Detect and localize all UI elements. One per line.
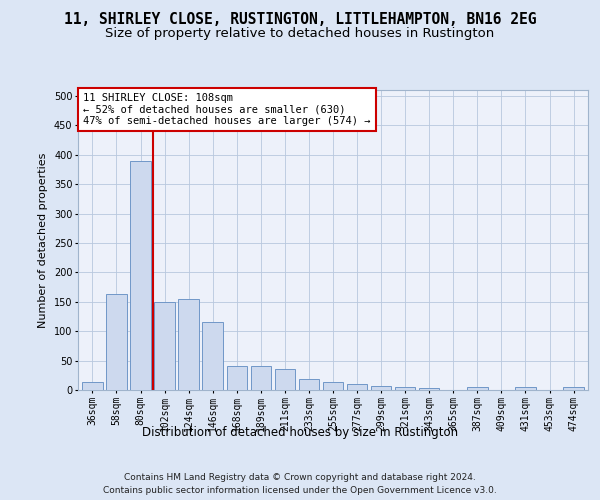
- Bar: [515, 387, 536, 390]
- Text: Size of property relative to detached houses in Rustington: Size of property relative to detached ho…: [106, 28, 494, 40]
- Bar: [106, 294, 127, 390]
- Bar: [563, 387, 584, 390]
- Text: 11 SHIRLEY CLOSE: 108sqm
← 52% of detached houses are smaller (630)
47% of semi-: 11 SHIRLEY CLOSE: 108sqm ← 52% of detach…: [83, 93, 371, 126]
- Bar: [82, 382, 103, 390]
- Bar: [347, 384, 367, 390]
- Bar: [371, 386, 391, 390]
- Bar: [227, 366, 247, 390]
- Bar: [154, 302, 175, 390]
- Bar: [275, 370, 295, 390]
- Bar: [467, 387, 488, 390]
- Bar: [178, 299, 199, 390]
- Bar: [251, 366, 271, 390]
- Text: Distribution of detached houses by size in Rustington: Distribution of detached houses by size …: [142, 426, 458, 439]
- Bar: [395, 387, 415, 390]
- Text: Contains HM Land Registry data © Crown copyright and database right 2024.
Contai: Contains HM Land Registry data © Crown c…: [103, 474, 497, 495]
- Y-axis label: Number of detached properties: Number of detached properties: [38, 152, 48, 328]
- Bar: [130, 160, 151, 390]
- Bar: [323, 382, 343, 390]
- Bar: [419, 388, 439, 390]
- Bar: [202, 322, 223, 390]
- Bar: [299, 380, 319, 390]
- Text: 11, SHIRLEY CLOSE, RUSTINGTON, LITTLEHAMPTON, BN16 2EG: 11, SHIRLEY CLOSE, RUSTINGTON, LITTLEHAM…: [64, 12, 536, 28]
